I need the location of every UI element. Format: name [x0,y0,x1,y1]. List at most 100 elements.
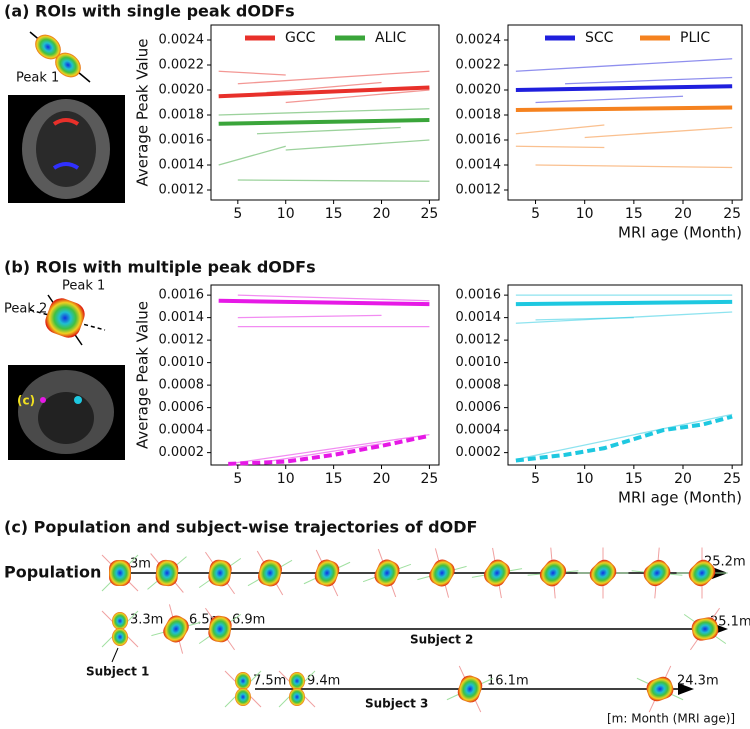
odf-glyph [101,554,139,592]
odf-glyph [278,670,316,708]
subject-line [285,139,430,151]
age-label: 6.9m [232,613,265,628]
plot-frame [507,284,743,466]
pointer [111,647,119,663]
age-label: 25.2m [704,555,746,570]
y-tick-label: 0.0012 [456,183,502,198]
subject-line [218,108,430,116]
roi-label: (c) [17,394,35,408]
y-tick-label: 0.0024 [456,33,502,48]
age-label: 7.5m [253,674,286,689]
x-tick-label: 10 [277,471,295,487]
static-layer: (a) ROIs with single peak dODFs (b) ROIs… [4,2,750,726]
legend-label: PLIC [680,30,710,46]
brain-inner [38,392,94,444]
odf-lobe [289,688,305,706]
x-axis-label: MRI age (Month) [618,489,742,507]
x-tick-label: 5 [531,471,540,487]
subject-line [535,316,634,321]
odf-glyph [45,298,85,338]
odf-lobe [109,560,131,586]
odf-lobe [646,676,674,702]
odf-glyph [151,604,201,654]
legend-label: ALIC [375,30,407,46]
subject-line [218,145,286,166]
odf-lobe [643,559,671,587]
panel-title: (b) ROIs with multiple peak dODFs [4,258,316,277]
x-tick-label: 15 [325,471,343,487]
x-tick-label: 25 [723,471,741,487]
y-tick-label: 0.0006 [159,400,205,415]
x-tick-label: 20 [674,206,692,222]
y-tick-label: 0.0004 [456,423,502,438]
peak-label: Peak 1 [16,71,59,86]
arrow-head [678,683,694,695]
subject-line [237,294,430,302]
roi [74,396,82,404]
odf-lobe [155,559,179,587]
subject-line [584,126,733,139]
x-tick-label: 5 [233,471,242,487]
y-tick-label: 0.0010 [159,355,205,370]
legend-label: GCC [285,30,316,46]
brain-inner [36,111,96,187]
age-label: 16.1m [487,674,529,689]
y-tick-label: 0.0018 [456,108,502,123]
subject-line [535,95,684,104]
x-tick-label: 25 [723,206,741,222]
odf-glyph [631,547,683,599]
panel-title: (a) ROIs with single peak dODFs [4,2,295,21]
subject-line [237,179,430,182]
x-tick-label: 25 [421,471,439,487]
series-line [218,85,430,99]
x-tick-label: 10 [576,471,594,487]
y-tick-label: 0.0016 [159,288,205,303]
odf-glyph [101,610,139,648]
odf-glyph [362,548,412,598]
y-tick-label: 0.0022 [159,58,205,73]
x-tick-label: 20 [373,471,391,487]
odf-lobe [35,34,61,60]
age-label: 3m [130,557,151,572]
x-tick-label: 15 [625,471,643,487]
odf-lobe [589,559,617,587]
x-axis-label: MRI age (Month) [618,224,742,242]
y-tick-label: 0.0016 [456,133,502,148]
y-tick-label: 0.0002 [159,445,205,460]
series-line [515,105,733,112]
odf-lobe [429,559,455,587]
y-tick-label: 0.0006 [456,400,502,415]
odf-glyph [147,553,187,593]
odf-glyph [683,607,727,651]
y-axis-label: Average Peak Value [134,39,152,187]
odf-lobe [258,559,282,587]
odf-glyph [577,547,629,599]
odf-glyph [224,670,262,708]
peak-label: Peak 2 [4,302,47,317]
plot-frame [210,284,440,466]
odf-lobe [235,672,251,690]
x-tick-label: 10 [277,206,295,222]
odf-lobe [208,559,232,587]
odf-glyph [417,548,467,598]
y-tick-label: 0.0010 [456,355,502,370]
roi [52,162,80,170]
y-tick-label: 0.0022 [456,58,502,73]
odf-glyph [446,665,494,713]
subject-label: Subject 3 [365,697,428,711]
series-line [515,414,733,463]
odf-lobe [163,615,189,643]
x-tick-label: 15 [325,206,343,222]
subject-label: Subject 1 [86,665,149,679]
odf-lobe [208,615,232,643]
plot-frame [507,24,743,201]
subject-line [266,442,382,463]
odf-glyph [527,547,579,599]
subject-line [515,413,733,461]
x-tick-label: 20 [674,471,692,487]
odf-lobe [457,675,483,703]
y-tick-label: 0.0014 [159,158,205,173]
subject-line [237,314,382,319]
odf-glyph [676,547,728,599]
